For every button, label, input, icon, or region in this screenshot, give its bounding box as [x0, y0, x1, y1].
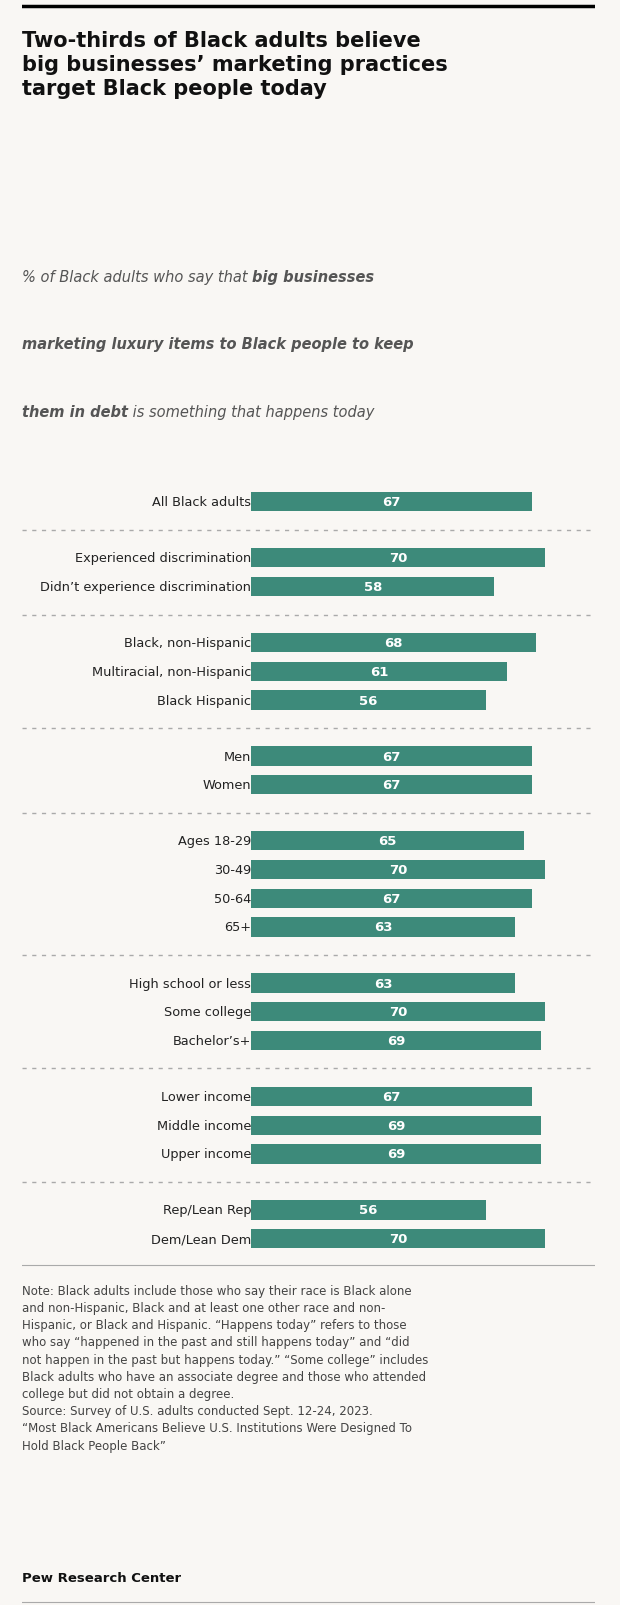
Text: % of Black adults who say that: % of Black adults who say that [22, 270, 252, 284]
Text: Bachelor’s+: Bachelor’s+ [173, 1034, 251, 1048]
Text: 56: 56 [360, 1204, 378, 1217]
Bar [251, 974, 515, 993]
Bar [251, 918, 515, 937]
Text: 67: 67 [383, 1090, 401, 1103]
Text: Some college: Some college [164, 1006, 251, 1019]
Text: 68: 68 [384, 637, 403, 650]
Text: 63: 63 [374, 921, 392, 934]
Text: 69: 69 [387, 1148, 405, 1160]
Bar [251, 860, 545, 880]
Bar [251, 1087, 532, 1106]
Bar [251, 1201, 486, 1220]
Bar [251, 663, 507, 682]
Text: 30-49: 30-49 [214, 863, 251, 876]
Text: 65+: 65+ [224, 921, 251, 934]
Text: 69: 69 [387, 1119, 405, 1132]
Bar [251, 889, 532, 908]
Text: Ages 18-29: Ages 18-29 [178, 835, 251, 847]
Bar [251, 1144, 541, 1164]
Text: 67: 67 [383, 778, 401, 791]
Text: 50-64: 50-64 [214, 892, 251, 905]
Text: 70: 70 [389, 863, 407, 876]
Text: 65: 65 [378, 835, 397, 847]
Text: Didn’t experience discrimination: Didn’t experience discrimination [40, 581, 251, 594]
Text: 69: 69 [387, 1034, 405, 1048]
Text: Middle income: Middle income [157, 1119, 251, 1132]
Text: Rep/Lean Rep: Rep/Lean Rep [162, 1204, 251, 1217]
Text: Women: Women [203, 778, 251, 791]
Bar [251, 578, 495, 597]
Bar [251, 634, 536, 653]
Text: 58: 58 [363, 581, 382, 594]
Text: 56: 56 [360, 693, 378, 708]
Text: All Black adults: All Black adults [152, 496, 251, 509]
Text: big businesses: big businesses [252, 270, 374, 284]
Text: is something that happens today: is something that happens today [128, 404, 374, 419]
Bar [251, 831, 524, 851]
Text: Two-thirds of Black adults believe
big businesses’ marketing practices
target Bl: Two-thirds of Black adults believe big b… [22, 30, 448, 100]
Text: Note: Black adults include those who say their race is Black alone
and non-Hispa: Note: Black adults include those who say… [22, 1284, 428, 1453]
Text: marketing luxury items to Black people to keep: marketing luxury items to Black people t… [22, 337, 414, 351]
Text: 61: 61 [370, 666, 388, 679]
Text: 63: 63 [374, 977, 392, 990]
Text: 70: 70 [389, 1233, 407, 1245]
Bar [251, 1003, 545, 1022]
Text: them in debt: them in debt [22, 404, 128, 419]
Text: 70: 70 [389, 552, 407, 565]
Text: Multiracial, non-Hispanic: Multiracial, non-Hispanic [92, 666, 251, 679]
Text: Pew Research Center: Pew Research Center [22, 1571, 181, 1584]
Text: Upper income: Upper income [161, 1148, 251, 1160]
Bar [251, 1115, 541, 1135]
Text: Black, non-Hispanic: Black, non-Hispanic [124, 637, 251, 650]
Text: High school or less: High school or less [129, 977, 251, 990]
Text: Lower income: Lower income [161, 1090, 251, 1103]
Bar [251, 692, 486, 711]
Text: Dem/Lean Dem: Dem/Lean Dem [151, 1233, 251, 1245]
Text: 67: 67 [383, 496, 401, 509]
Text: 67: 67 [383, 892, 401, 905]
Text: Black Hispanic: Black Hispanic [157, 693, 251, 708]
Text: Experienced discrimination: Experienced discrimination [75, 552, 251, 565]
Bar [251, 493, 532, 512]
Bar [251, 549, 545, 568]
Bar [251, 775, 532, 794]
Bar [251, 746, 532, 766]
Text: 67: 67 [383, 750, 401, 762]
Text: Men: Men [224, 750, 251, 762]
Bar [251, 1229, 545, 1249]
Bar [251, 1030, 541, 1050]
Text: 70: 70 [389, 1006, 407, 1019]
